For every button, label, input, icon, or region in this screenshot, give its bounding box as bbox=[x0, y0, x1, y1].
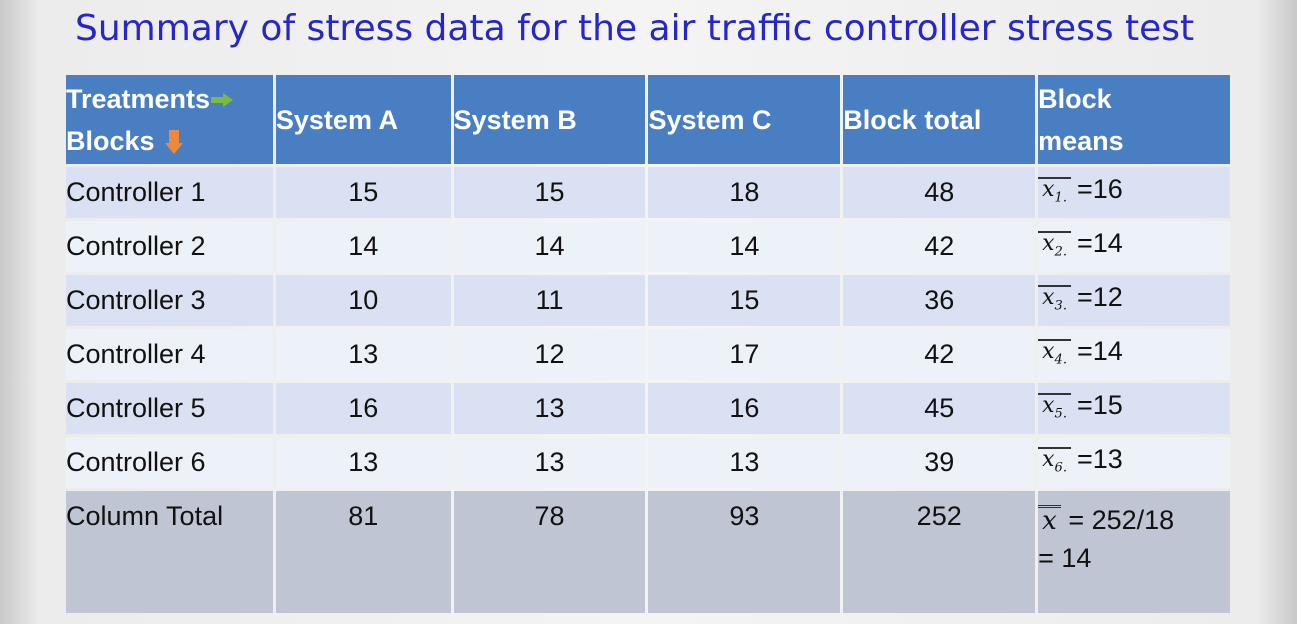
mean-symbol: x4. bbox=[1038, 338, 1071, 371]
row-label: Controller 1 bbox=[66, 167, 273, 218]
mean-value: =12 bbox=[1076, 281, 1123, 312]
cell-system-b: 11 bbox=[453, 275, 646, 326]
cell-system-a: 16 bbox=[275, 383, 451, 434]
grand-mean-symbol: x bbox=[1038, 505, 1061, 534]
cell-system-a: 13 bbox=[275, 437, 451, 488]
header-block-means: Block means bbox=[1038, 75, 1230, 164]
row-label: Controller 2 bbox=[66, 221, 273, 272]
table-row: Controller 1 15 15 18 48 x1. =16 bbox=[66, 167, 1230, 218]
mean-symbol-letter: x bbox=[1042, 230, 1055, 256]
cell-block-mean: x4. =14 bbox=[1038, 329, 1230, 380]
arrow-down-icon bbox=[164, 130, 183, 155]
header-system-c: System C bbox=[648, 75, 841, 164]
row-label: Controller 5 bbox=[66, 383, 273, 434]
grand-mean-cell: x = 252/18 = 14 bbox=[1038, 491, 1230, 613]
header-system-b: System B bbox=[453, 75, 646, 164]
mean-symbol-letter: x bbox=[1042, 392, 1055, 418]
total-row-label: Column Total bbox=[66, 491, 273, 613]
cell-system-c: 17 bbox=[648, 329, 841, 380]
mean-symbol-letter: x bbox=[1042, 284, 1055, 310]
header-block-total: Block total bbox=[843, 75, 1036, 164]
cell-system-a: 14 bbox=[275, 221, 451, 272]
cell-system-b: 13 bbox=[453, 383, 646, 434]
row-label: Controller 3 bbox=[66, 275, 273, 326]
grand-mean-expression: = 252/18 bbox=[1068, 505, 1175, 535]
header-blocks-label: Blocks bbox=[66, 125, 155, 156]
row-label: Controller 6 bbox=[66, 437, 273, 488]
mean-symbol-subscript: 2. bbox=[1054, 244, 1067, 260]
cell-system-c: 15 bbox=[648, 275, 841, 326]
mean-symbol: x3. bbox=[1038, 284, 1071, 317]
mean-symbol-letter: x bbox=[1042, 176, 1055, 202]
mean-symbol-letter: x bbox=[1042, 338, 1055, 364]
mean-value: =15 bbox=[1076, 389, 1123, 420]
total-system-b: 78 bbox=[453, 491, 646, 613]
header-block-means-line1: Block bbox=[1038, 83, 1112, 114]
cell-block-mean: x6. =13 bbox=[1038, 437, 1230, 488]
cell-system-c: 18 bbox=[648, 167, 841, 218]
mean-symbol-subscript: 6. bbox=[1054, 460, 1067, 476]
mean-value: =14 bbox=[1076, 335, 1123, 366]
mean-symbol-subscript: 4. bbox=[1054, 352, 1067, 368]
mean-symbol-letter: x bbox=[1042, 446, 1055, 472]
header-block-means-line2: means bbox=[1038, 125, 1124, 156]
mean-value: =14 bbox=[1076, 227, 1123, 258]
cell-block-mean: x2. =14 bbox=[1038, 221, 1230, 272]
cell-system-c: 13 bbox=[648, 437, 841, 488]
cell-block-mean: x3. =12 bbox=[1038, 275, 1230, 326]
cell-block-total: 39 bbox=[843, 437, 1036, 488]
arrow-right-icon bbox=[211, 93, 234, 108]
table-row: Controller 2 14 14 14 42 x2. =14 bbox=[66, 221, 1230, 272]
cell-system-a: 15 bbox=[275, 167, 451, 218]
cell-system-b: 14 bbox=[453, 221, 646, 272]
table-row: Controller 3 10 11 15 36 x3. =12 bbox=[66, 275, 1230, 326]
cell-system-a: 13 bbox=[275, 329, 451, 380]
mean-value: =13 bbox=[1076, 443, 1123, 474]
mean-symbol: x5. bbox=[1038, 392, 1071, 425]
cell-block-total: 36 bbox=[843, 275, 1036, 326]
cell-system-c: 14 bbox=[648, 221, 841, 272]
header-treatments-label: Treatments bbox=[66, 83, 211, 114]
cell-system-c: 16 bbox=[648, 383, 841, 434]
table-row: Controller 5 16 13 16 45 x5. =15 bbox=[66, 383, 1230, 434]
row-label: Controller 4 bbox=[66, 329, 273, 380]
column-total-row: Column Total 81 78 93 252 x = 252/18 = 1… bbox=[66, 491, 1230, 613]
header-treatments-blocks: Treatments Blocks bbox=[66, 75, 273, 164]
total-system-a: 81 bbox=[275, 491, 451, 613]
mean-symbol-subscript: 3. bbox=[1054, 298, 1067, 314]
stress-data-table: Treatments Blocks System A System B Syst… bbox=[63, 72, 1233, 616]
cell-block-total: 45 bbox=[843, 383, 1036, 434]
cell-system-b: 13 bbox=[453, 437, 646, 488]
cell-system-b: 12 bbox=[453, 329, 646, 380]
cell-block-total: 42 bbox=[843, 221, 1036, 272]
cell-system-b: 15 bbox=[453, 167, 646, 218]
table-row: Controller 6 13 13 13 39 x6. =13 bbox=[66, 437, 1230, 488]
mean-symbol: x2. bbox=[1038, 230, 1071, 263]
slide-title: Summary of stress data for the air traff… bbox=[75, 8, 1195, 49]
header-system-a: System A bbox=[275, 75, 451, 164]
mean-symbol-subscript: 1. bbox=[1054, 190, 1067, 206]
header-row: Treatments Blocks System A System B Syst… bbox=[66, 75, 1230, 164]
grand-mean-result: = 14 bbox=[1038, 543, 1092, 573]
mean-symbol: x6. bbox=[1038, 446, 1071, 479]
cell-system-a: 10 bbox=[275, 275, 451, 326]
cell-block-mean: x5. =15 bbox=[1038, 383, 1230, 434]
cell-block-mean: x1. =16 bbox=[1038, 167, 1230, 218]
total-system-c: 93 bbox=[648, 491, 841, 613]
mean-symbol-subscript: 5. bbox=[1054, 406, 1067, 422]
mean-value: =16 bbox=[1076, 173, 1123, 204]
cell-block-total: 42 bbox=[843, 329, 1036, 380]
cell-block-total: 48 bbox=[843, 167, 1036, 218]
mean-symbol: x1. bbox=[1038, 176, 1071, 209]
total-block-total: 252 bbox=[843, 491, 1036, 613]
grand-mean-line1: x = 252/18 bbox=[1038, 501, 1230, 539]
table-row: Controller 4 13 12 17 42 x4. =14 bbox=[66, 329, 1230, 380]
